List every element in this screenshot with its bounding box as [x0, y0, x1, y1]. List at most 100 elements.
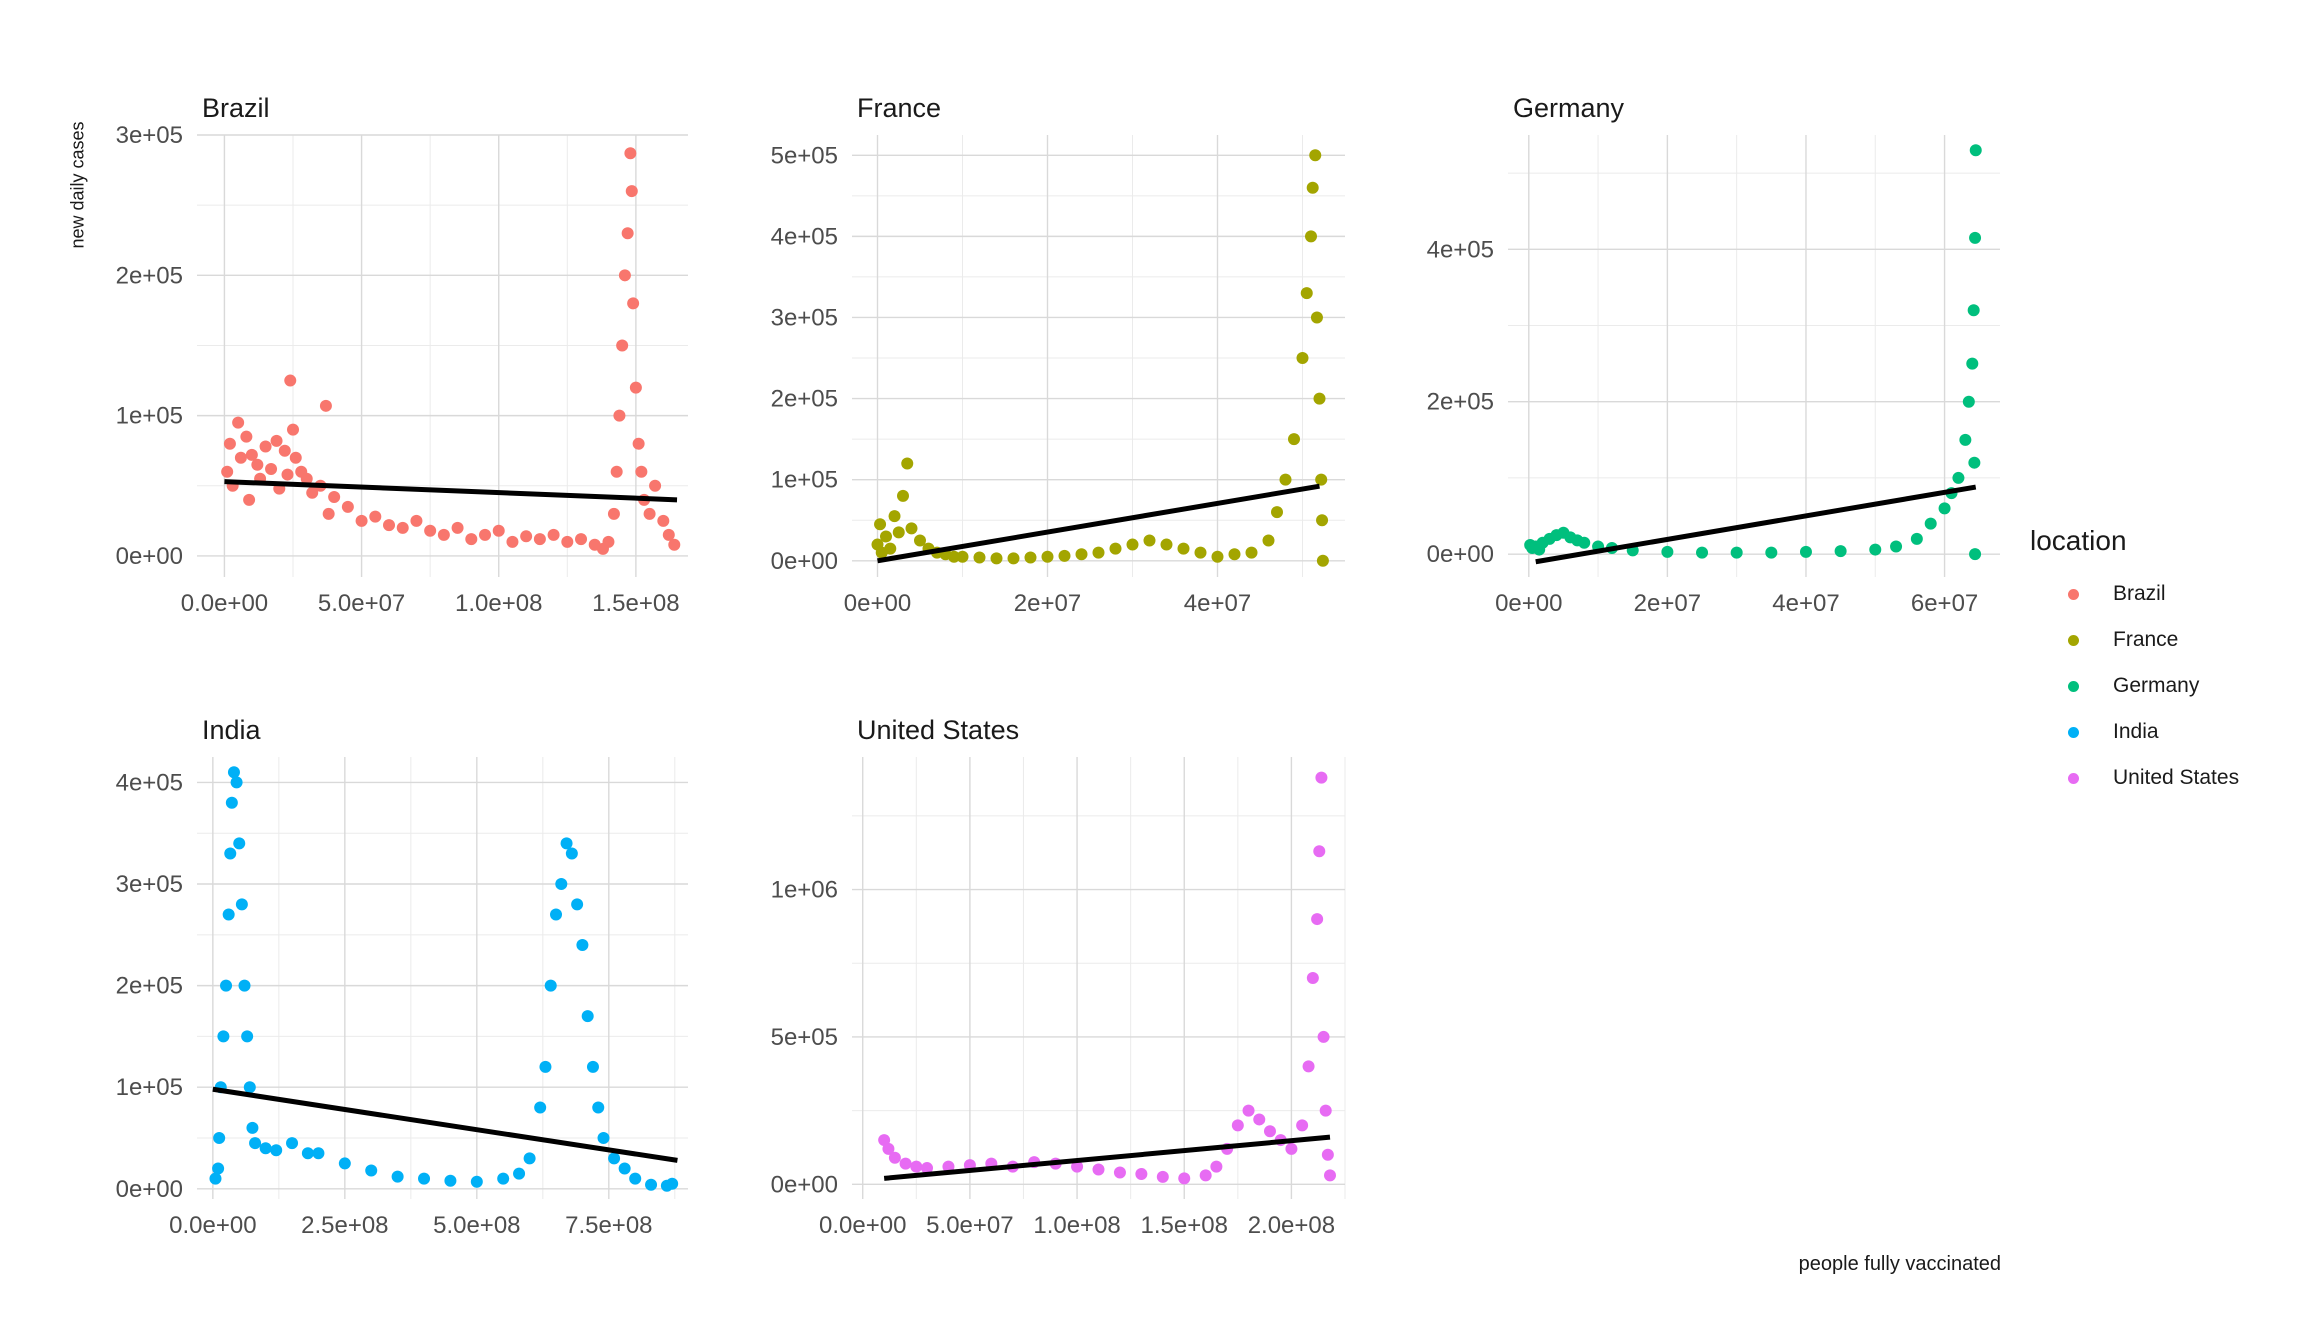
x-tick-label: 1.0e+08 — [1033, 1212, 1120, 1239]
data-point — [613, 409, 626, 422]
data-point — [632, 437, 645, 450]
data-point — [391, 1170, 404, 1183]
data-point — [1967, 304, 1980, 317]
legend: location Brazil France Germany India Uni… — [2030, 525, 2270, 801]
x-tick-label: 5.0e+08 — [433, 1212, 520, 1239]
data-point — [1869, 543, 1882, 556]
y-tick-label: 1e+05 — [771, 467, 838, 494]
data-point — [560, 837, 573, 850]
data-point — [497, 1172, 510, 1185]
data-point — [232, 416, 245, 429]
legend-key-france — [2068, 634, 2079, 646]
y-tick-label: 0e+00 — [771, 1171, 838, 1198]
y-tick-label: 3e+05 — [771, 304, 838, 331]
data-point — [1890, 540, 1903, 553]
data-point — [1177, 542, 1190, 555]
data-point — [576, 938, 589, 951]
data-point — [492, 524, 505, 537]
x-tick-label: 4e+07 — [1772, 590, 1839, 617]
data-point — [319, 399, 332, 412]
y-tick-label: 0e+00 — [771, 548, 838, 575]
data-point — [234, 451, 247, 464]
data-point — [1968, 456, 1981, 469]
data-point — [1578, 536, 1591, 549]
data-point — [1834, 545, 1847, 558]
data-point — [629, 381, 642, 394]
y-tick-label: 5e+05 — [771, 1024, 838, 1051]
x-tick-label: 7.5e+08 — [565, 1212, 652, 1239]
data-point — [1959, 433, 1972, 446]
panel-brazil: 0.0e+00 5.0e+07 1.0e+08 1.5e+08 0e+00 1e+05 2e… — [116, 93, 688, 617]
data-point — [1317, 1030, 1330, 1043]
data-point — [383, 519, 396, 532]
data-point — [880, 530, 892, 543]
data-point — [1135, 1167, 1148, 1180]
data-point — [424, 524, 437, 537]
data-point — [550, 908, 563, 921]
data-point — [973, 551, 986, 564]
y-tick-label: 4e+05 — [771, 223, 838, 250]
data-point — [1126, 538, 1139, 551]
data-point — [575, 533, 588, 546]
legend-key-brazil — [2068, 588, 2079, 600]
data-point — [942, 1160, 955, 1173]
x-tick-label: 1.0e+08 — [455, 590, 542, 617]
data-point — [1696, 546, 1709, 559]
data-point — [1024, 551, 1037, 564]
data-point — [465, 533, 478, 546]
data-point — [544, 979, 557, 992]
panel-united-states: 0.0e+00 5.0e+07 1.0e+08 1.5e+08 2.0e+08 0e+00… — [771, 715, 1346, 1239]
data-point — [910, 1160, 923, 1173]
data-point — [1321, 1148, 1334, 1161]
data-point — [592, 1101, 605, 1114]
data-point — [897, 489, 909, 502]
panel-france: 0e+00 2e+07 4e+07 0e+00 1e+05 2e+05 3e+05 4e+05… — [771, 93, 1345, 617]
data-point — [1313, 845, 1326, 858]
data-point — [1113, 1166, 1126, 1179]
data-point — [338, 1157, 351, 1170]
data-point — [1058, 549, 1071, 562]
data-point — [301, 1147, 314, 1160]
data-point — [1910, 532, 1923, 545]
trend-line — [877, 483, 1320, 564]
data-point — [1316, 514, 1329, 527]
data-point — [365, 1164, 378, 1177]
data-point — [1966, 357, 1979, 370]
data-point — [513, 1167, 526, 1180]
y-tick-label: 4e+05 — [1427, 236, 1494, 263]
data-point — [1969, 231, 1982, 244]
data-point — [1109, 542, 1122, 555]
data-point — [555, 878, 568, 891]
data-point — [1319, 1104, 1332, 1117]
data-point — [888, 1151, 901, 1164]
data-point — [1311, 913, 1324, 926]
data-point — [1271, 506, 1283, 519]
data-point — [645, 1178, 658, 1191]
data-point — [581, 1010, 594, 1023]
data-point — [1288, 433, 1300, 446]
panel-india: 0.0e+00 2.5e+08 5.0e+08 7.5e+08 0e+00 1e+05 2e… — [116, 715, 688, 1239]
data-point — [278, 444, 291, 457]
data-point — [355, 514, 368, 527]
data-point — [1160, 538, 1173, 551]
data-point — [1315, 473, 1328, 486]
data-point — [240, 430, 253, 443]
y-tick-label: 3e+05 — [116, 871, 183, 898]
y-tick-label: 0e+00 — [116, 1176, 183, 1203]
data-point — [306, 486, 319, 499]
data-point — [224, 847, 237, 860]
data-point — [243, 1081, 256, 1094]
data-point — [328, 491, 341, 504]
data-point — [874, 518, 887, 531]
legend-label-united-states: United States — [2113, 766, 2240, 789]
data-point — [223, 437, 236, 450]
x-tick-label: 2e+07 — [1014, 590, 1081, 617]
x-tick-label: 0e+00 — [844, 590, 911, 617]
y-tick-label: 2e+05 — [771, 386, 838, 413]
data-point — [235, 898, 248, 911]
legend-label-brazil: Brazil — [2113, 582, 2166, 605]
y-tick-label: 5e+05 — [771, 142, 838, 169]
data-point — [1263, 1125, 1276, 1138]
x-axis-label: people fully vaccinated — [1798, 1253, 2001, 1275]
data-point — [281, 468, 294, 481]
